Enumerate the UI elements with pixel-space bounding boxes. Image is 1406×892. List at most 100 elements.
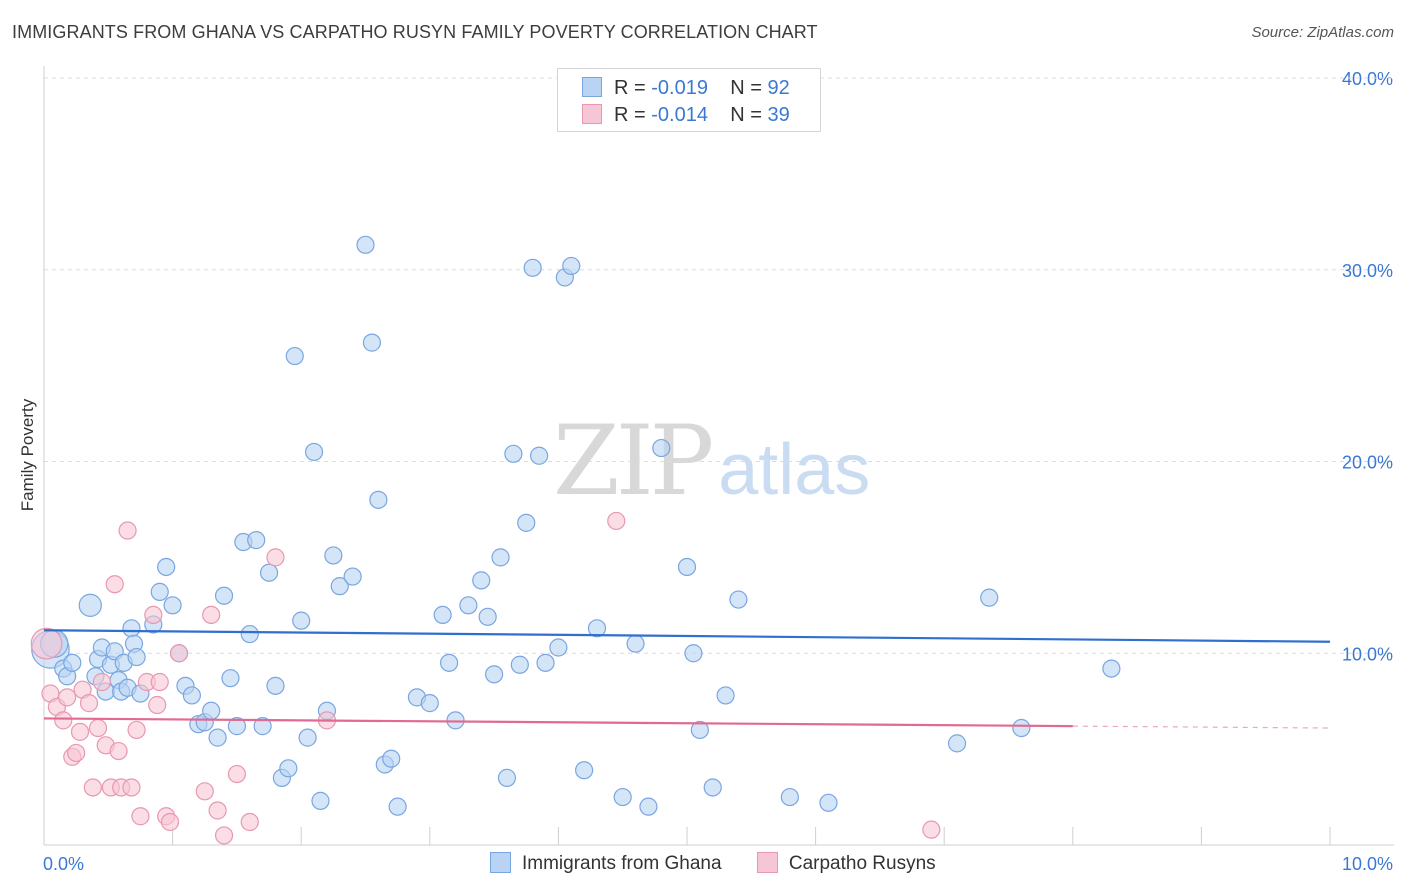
legend-label: Carpatho Rusyns	[788, 853, 936, 874]
legend-swatch-pink	[582, 104, 602, 124]
ghana-points	[31, 235, 1121, 816]
ghana-point	[227, 717, 246, 736]
ghana-point	[433, 605, 452, 625]
legend-item-ghana[interactable]: Immigrants from Ghana	[490, 852, 722, 875]
ghana-point	[362, 333, 382, 352]
ghana-point	[947, 734, 967, 753]
legend-n-value: 39	[767, 104, 790, 126]
x-tick-label: 10.0%	[1342, 854, 1393, 874]
ghana-point	[639, 797, 658, 816]
ghana-point	[491, 548, 510, 567]
ghana-point	[690, 720, 709, 740]
ghana-point	[163, 596, 182, 615]
rusyn-point	[208, 801, 227, 820]
rusyn-trend-line	[43, 717, 1073, 728]
ghana-point	[478, 607, 497, 626]
rusyn-point	[58, 688, 77, 707]
x-tick-label: 0.0%	[43, 854, 84, 874]
y-tick-label: 20.0%	[1342, 453, 1393, 473]
ghana-point	[716, 686, 735, 705]
ghana-point	[439, 653, 459, 672]
rusyn-point	[54, 711, 73, 730]
rusyn-point	[195, 782, 214, 801]
legend-r-value: -0.014	[651, 104, 708, 126]
rusyn-point	[70, 722, 90, 741]
ghana-point	[292, 611, 311, 630]
ghana-point	[356, 235, 375, 254]
rusyn-point	[79, 694, 99, 713]
rusyn-point	[202, 605, 221, 625]
ghana-point	[446, 711, 465, 730]
ghana-point	[240, 624, 259, 644]
rusyn-point	[30, 627, 63, 660]
y-tick-label: 40.0%	[1342, 69, 1393, 89]
ghana-point	[504, 444, 523, 463]
ghana-point	[369, 490, 388, 509]
chart-title: IMMIGRANTS FROM GHANA VS CARPATHO RUSYN …	[12, 22, 818, 42]
ghana-point	[472, 571, 491, 590]
rusyn-trend-extension	[1072, 725, 1331, 729]
rusyn-point	[607, 511, 626, 531]
ghana-point	[330, 577, 349, 596]
ghana-point	[388, 797, 407, 816]
rusyn-point	[266, 548, 285, 567]
rusyn-point	[169, 644, 189, 663]
ghana-point	[343, 567, 362, 586]
legend-n-label: N =	[730, 77, 762, 99]
ghana-point	[780, 787, 799, 807]
rusyn-point	[148, 695, 167, 715]
rusyn-point	[118, 521, 137, 540]
ghana-point	[485, 665, 504, 684]
rusyn-point	[88, 718, 108, 738]
watermark-atlas: atlas	[718, 430, 871, 510]
legend-swatch-pink	[756, 852, 778, 873]
ghana-point	[819, 793, 838, 812]
rusyn-points	[30, 511, 941, 845]
ghana-point	[517, 513, 536, 532]
rusyn-point	[150, 672, 169, 692]
ghana-point	[221, 669, 240, 688]
ghana-point	[497, 768, 517, 787]
legend-stats: R = -0.019 N = 92 R = -0.014 N = 39	[557, 68, 821, 132]
legend-r-label: R =	[614, 77, 646, 99]
rusyn-point	[227, 764, 246, 784]
rusyn-point	[105, 575, 124, 594]
ghana-point	[684, 644, 703, 663]
ghana-point	[208, 728, 227, 747]
ghana-point	[122, 619, 141, 638]
ghana-point	[677, 557, 697, 577]
ghana-point	[652, 438, 671, 458]
ghana-point	[214, 586, 234, 605]
source-label: Source: ZipAtlas.com	[1251, 24, 1394, 41]
ghana-point	[523, 258, 542, 277]
legend-row-ghana: R = -0.019 N = 92	[582, 77, 790, 99]
ghana-point	[420, 694, 439, 713]
rusyn-point	[127, 720, 146, 740]
ghana-trend-line	[43, 629, 1331, 643]
rusyn-point	[240, 812, 259, 832]
ghana-point	[1102, 659, 1121, 678]
legend-swatch-blue	[582, 77, 602, 97]
legend-item-rusyn[interactable]: Carpatho Rusyns	[756, 852, 936, 875]
legend-row-rusyn: R = -0.014 N = 39	[582, 104, 790, 126]
ghana-point	[980, 588, 999, 607]
ghana-point	[382, 749, 401, 768]
y-tick-label: 30.0%	[1342, 261, 1393, 281]
ghana-point	[324, 546, 343, 565]
ghana-point	[150, 582, 169, 601]
ghana-point	[311, 791, 330, 810]
ghana-point	[304, 442, 324, 462]
ghana-point	[530, 446, 549, 465]
ghana-point	[127, 647, 146, 667]
legend-swatch-blue	[490, 852, 511, 873]
ghana-point	[587, 619, 607, 638]
legend-n-value: 92	[767, 77, 790, 99]
ghana-point	[703, 778, 722, 797]
ghana-point	[562, 256, 581, 276]
rusyn-point	[144, 605, 163, 625]
watermark: ZIP atlas	[553, 405, 870, 517]
ghana-point	[1012, 718, 1031, 738]
ghana-point	[285, 346, 304, 366]
legend-r-value: -0.019	[651, 77, 708, 99]
